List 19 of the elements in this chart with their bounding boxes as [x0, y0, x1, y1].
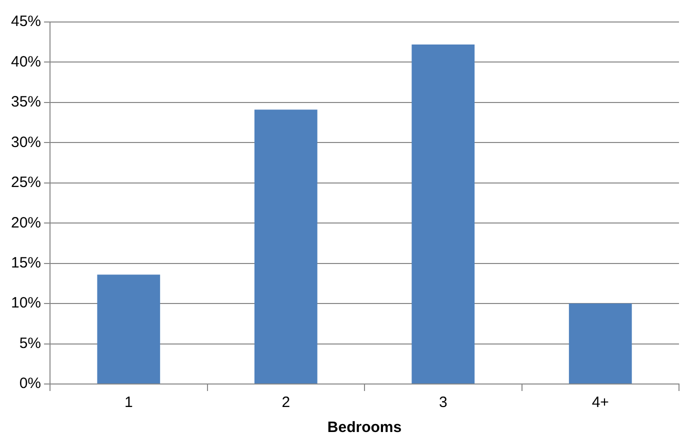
y-tick-label: 30%	[10, 134, 42, 151]
x-axis-title: Bedrooms	[327, 419, 402, 436]
y-tick-label: 5%	[19, 334, 42, 352]
y-tick-label: 20%	[10, 214, 42, 232]
y-tick-label: 40%	[10, 53, 42, 70]
bar	[412, 44, 475, 384]
y-tick-label: 45%	[10, 13, 42, 30]
bar	[254, 110, 318, 384]
bar	[568, 304, 632, 384]
y-tick-label: 15%	[10, 254, 42, 272]
y-tick-label: 35%	[10, 94, 42, 111]
y-tick-label: 10%	[10, 294, 42, 312]
x-tick-label: 3	[438, 394, 448, 412]
x-tick-label: 2	[282, 394, 290, 412]
y-tick-label: 0%	[19, 375, 42, 392]
x-tick-label: 1	[124, 394, 133, 412]
x-tick-label: 4+	[592, 394, 610, 412]
y-tick-label: 25%	[10, 174, 42, 192]
bar	[97, 274, 160, 384]
